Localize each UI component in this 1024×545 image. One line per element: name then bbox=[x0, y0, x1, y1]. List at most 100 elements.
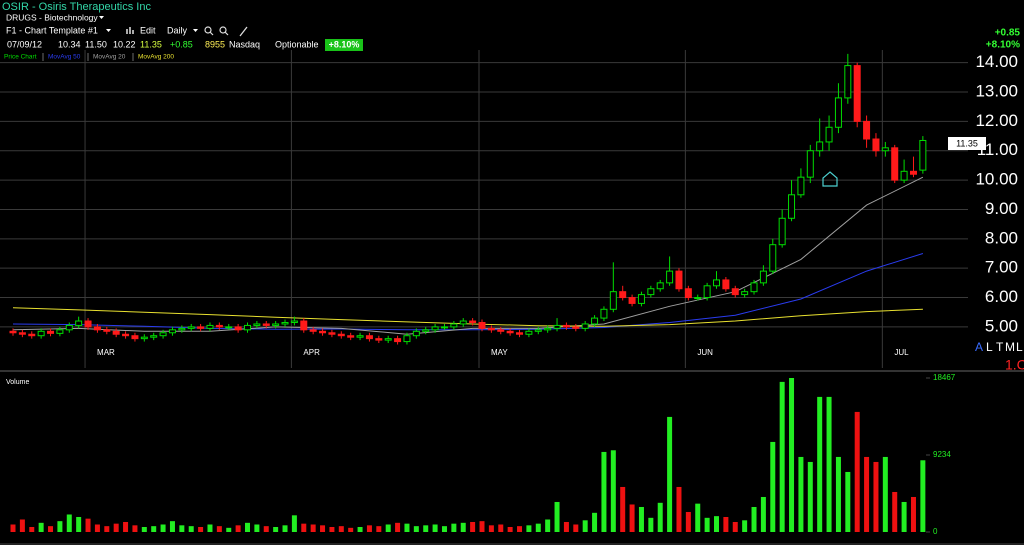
candle-body bbox=[84, 320, 92, 328]
volume-bar bbox=[301, 523, 307, 532]
volume-bar bbox=[563, 521, 569, 532]
volume-bar bbox=[57, 521, 63, 532]
volume-bar bbox=[723, 516, 729, 532]
volume-bar bbox=[620, 486, 626, 532]
tab[interactable]: T bbox=[996, 340, 1004, 354]
candle-body bbox=[591, 317, 599, 325]
volume-bar bbox=[685, 511, 691, 532]
volume-bar bbox=[160, 524, 166, 532]
volume-bar bbox=[638, 506, 644, 532]
candle-body bbox=[93, 326, 101, 331]
candle-body bbox=[863, 120, 871, 140]
volume-bar bbox=[864, 456, 870, 532]
tab[interactable]: L bbox=[1016, 340, 1023, 354]
volume-bar bbox=[348, 527, 354, 532]
candle-body bbox=[234, 326, 242, 331]
candle-body bbox=[225, 326, 233, 329]
candle-body bbox=[497, 329, 505, 332]
candle-body bbox=[656, 282, 664, 290]
volume-bar bbox=[188, 526, 194, 532]
volume-bar bbox=[910, 496, 916, 532]
candle-body bbox=[487, 327, 495, 331]
y-tick-label: 7.00 bbox=[985, 258, 1018, 277]
draw-tool-icon[interactable] bbox=[239, 26, 248, 37]
dropdown-arrow[interactable] bbox=[193, 29, 198, 32]
volume-bar bbox=[10, 524, 16, 532]
volume-bar bbox=[460, 522, 466, 532]
volume-bar bbox=[779, 381, 785, 532]
period-selector[interactable]: Daily bbox=[167, 25, 188, 35]
volume-bar bbox=[592, 512, 598, 532]
volume-bar bbox=[123, 521, 129, 532]
volume-bar bbox=[432, 524, 438, 532]
candle-body bbox=[37, 330, 45, 337]
volume-bar bbox=[507, 526, 513, 532]
quote-last: 11.35 bbox=[140, 39, 162, 49]
candle-body bbox=[713, 279, 720, 287]
candle-body bbox=[919, 139, 927, 171]
volume-bar bbox=[395, 522, 401, 532]
volume-bar bbox=[498, 524, 504, 532]
volume-bar bbox=[798, 456, 804, 532]
zoom-out-icon[interactable] bbox=[219, 26, 229, 36]
legend-entry: MovAvg 200 bbox=[138, 54, 174, 61]
tab[interactable]: A bbox=[975, 340, 983, 354]
y-tick-label: 18467 bbox=[933, 373, 956, 382]
x-tick-label: APR bbox=[303, 348, 320, 357]
candle-body bbox=[628, 297, 636, 304]
volume-bar bbox=[610, 450, 616, 532]
chart-icon[interactable] bbox=[126, 27, 134, 34]
quote-date: 07/09/12 bbox=[7, 39, 42, 49]
x-tick-label: JUN bbox=[697, 348, 713, 357]
x-tick-label: MAY bbox=[491, 348, 508, 357]
candle-body bbox=[281, 321, 289, 325]
chart-template[interactable]: F1 - Chart Template #1 bbox=[6, 25, 98, 35]
volume-bar bbox=[676, 486, 682, 532]
edit-button[interactable]: Edit bbox=[140, 25, 156, 35]
candle-body bbox=[553, 324, 561, 329]
volume-bar bbox=[113, 523, 119, 532]
dropdown-arrow[interactable] bbox=[99, 16, 104, 19]
volume-bar bbox=[273, 526, 279, 532]
quote-change: +0.85 bbox=[170, 39, 193, 49]
y-tick-label: 14.00 bbox=[975, 52, 1018, 71]
volume-bar bbox=[451, 523, 457, 532]
volume-bar bbox=[141, 526, 147, 532]
volume-bar bbox=[470, 521, 476, 532]
y-tick-label: 9.00 bbox=[985, 199, 1018, 218]
y-tick-label: 9234 bbox=[933, 450, 951, 459]
candle-body bbox=[206, 324, 214, 329]
volume-bar bbox=[488, 525, 494, 532]
candle-body bbox=[806, 150, 814, 178]
volume-bar bbox=[714, 516, 719, 532]
volume-bar bbox=[338, 526, 344, 532]
candle-body bbox=[731, 288, 739, 296]
candle-body bbox=[328, 332, 336, 335]
dropdown-arrow[interactable] bbox=[106, 29, 111, 32]
volume-bar bbox=[601, 451, 607, 532]
alert-marker[interactable] bbox=[822, 171, 838, 187]
candle-body bbox=[675, 270, 683, 290]
volume-bar bbox=[38, 522, 44, 532]
candle-body bbox=[694, 297, 702, 300]
zoom-in-icon[interactable] bbox=[204, 26, 214, 36]
candle-body bbox=[881, 147, 889, 152]
candle-body bbox=[56, 329, 64, 334]
volume-bar bbox=[66, 514, 72, 532]
tab[interactable]: L bbox=[986, 340, 993, 354]
volume-bar bbox=[704, 517, 710, 532]
volume-bar bbox=[695, 503, 701, 532]
quote-volume: 8955 bbox=[205, 39, 225, 49]
volume-bar bbox=[582, 520, 588, 532]
candle-body bbox=[431, 326, 439, 331]
industry[interactable]: DRUGS - Biotechnology bbox=[6, 12, 98, 22]
candle-body bbox=[75, 320, 83, 326]
candle-body bbox=[122, 333, 130, 337]
volume-bar bbox=[770, 441, 776, 532]
y-tick-label: 5.00 bbox=[985, 316, 1018, 335]
volume-bar bbox=[207, 524, 213, 532]
tab[interactable]: M bbox=[1005, 340, 1015, 354]
candle-body bbox=[244, 324, 251, 331]
